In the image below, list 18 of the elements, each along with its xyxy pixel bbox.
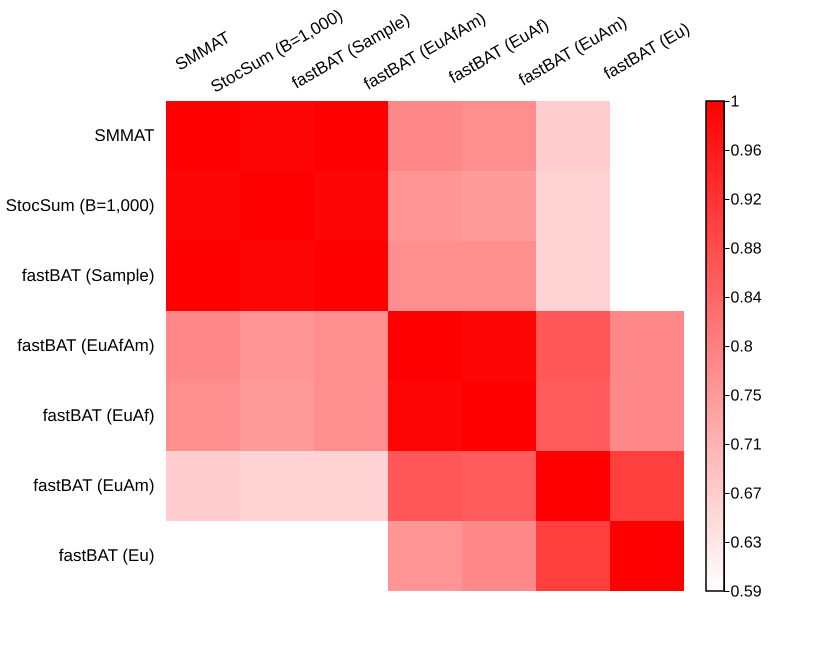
y-tick-label: fastBAT (EuAf)	[42, 406, 154, 425]
color-bar-label: 0.88	[730, 240, 762, 258]
color-bar-label: 0.84	[730, 290, 762, 306]
color-bar-label: 0.96	[730, 142, 762, 160]
color-bar-label: 0.67	[730, 486, 762, 502]
y-tick-label: fastBAT (Eu)	[58, 546, 154, 565]
color-bar-label: 0.92	[730, 192, 762, 208]
color-bar-label: 0.8	[730, 338, 753, 356]
color-bar-label: 0.75	[730, 388, 762, 404]
y-tick-label: fastBAT (Sample)	[22, 266, 154, 285]
y-tick-label: SMMAT	[94, 126, 154, 145]
y-tick-label: fastBAT (EuAm)	[33, 476, 154, 495]
color-bar-label: 0.63	[730, 534, 762, 552]
color-bar-label: 0.71	[730, 436, 762, 454]
y-tick-label: fastBAT (EuAfAm)	[17, 336, 154, 355]
color-bar-label: 1	[730, 94, 740, 110]
y-tick-label: StocSum (B=1,000)	[6, 196, 154, 215]
color-bar-label: 0.59	[730, 584, 762, 600]
